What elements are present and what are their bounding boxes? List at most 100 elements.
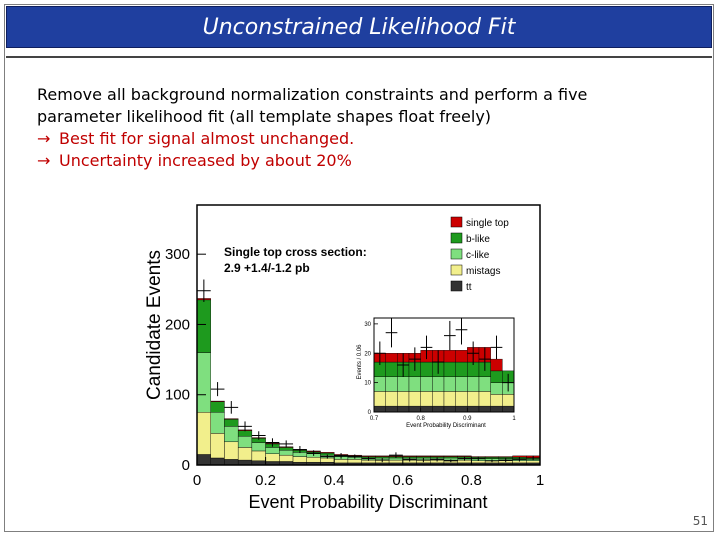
inset-bar-c-like-0 <box>373 376 386 392</box>
data-point-2 <box>224 401 239 414</box>
bar-mistags-4 <box>251 450 266 461</box>
y-tick-label-2: 200 <box>165 316 190 333</box>
inset-bar-c-like-6 <box>443 376 456 392</box>
inset-data-point-1 <box>385 318 398 348</box>
inset-bar-b-like-4 <box>420 361 433 377</box>
inset-bar-mistags-5 <box>432 391 445 407</box>
data-point-0 <box>197 279 211 302</box>
data-point-15 <box>402 457 417 462</box>
bar-single-top-17 <box>430 455 445 457</box>
data-point-11 <box>347 454 362 459</box>
inset-data-point-8 <box>467 341 479 365</box>
legend-label-c-like: c-like <box>466 250 490 261</box>
y-tick-label-1: 100 <box>165 387 190 404</box>
data-point-21 <box>485 459 499 463</box>
inset-bar-mistags-3 <box>408 391 421 407</box>
inset-bar-tt-3 <box>408 405 421 413</box>
inset-bar-c-like-4 <box>420 376 433 392</box>
legend-swatch-single-top <box>450 216 463 228</box>
inset-bar-tt-4 <box>420 405 433 413</box>
bar-b-like-13 <box>375 456 390 459</box>
data-point-12 <box>361 456 376 461</box>
bar-mistags-0 <box>196 412 211 455</box>
x-tick-label-1: 0.2 <box>255 472 276 489</box>
bar-mistags-20 <box>471 460 486 464</box>
inset-x-tick-label-1: 0.8 <box>416 416 425 422</box>
bar-single-top-12 <box>361 455 376 457</box>
bar-mistags-10 <box>334 459 349 464</box>
bar-b-like-0 <box>196 299 211 353</box>
x-tick-label-0: 0 <box>193 472 201 489</box>
inset-bar-b-like-1 <box>385 361 398 377</box>
inset-bar-mistags-7 <box>455 391 468 407</box>
inset-bar-tt-7 <box>455 405 468 413</box>
legend-swatch-b-like <box>450 232 463 244</box>
bar-single-top-16 <box>416 455 431 457</box>
bar-tt-1 <box>210 457 225 466</box>
bar-single-top-9 <box>320 452 335 454</box>
inset-bar-tt-11 <box>502 405 515 413</box>
legend-swatch-tt <box>450 280 463 292</box>
bar-c-like-3 <box>237 435 253 448</box>
data-point-4 <box>251 431 266 440</box>
bar-c-like-0 <box>196 352 211 413</box>
bar-c-like-5 <box>265 447 280 454</box>
inset-bar-tt-10 <box>490 405 503 413</box>
inset-data-point-4 <box>420 335 433 360</box>
inset-bar-c-like-10 <box>490 382 503 395</box>
inset-data-point-5 <box>432 350 444 374</box>
legend-label-b-like: b-like <box>466 234 490 245</box>
body-line-2: parameter likelihood fit (all template s… <box>37 107 492 126</box>
inset-bar-b-like-7 <box>455 361 468 377</box>
legend-label-tt: tt <box>466 282 472 293</box>
bar-mistags-5 <box>265 453 280 462</box>
data-point-16 <box>416 457 431 463</box>
inset-y-tick-label-1: 10 <box>364 381 371 387</box>
x-tick-label-3: 0.6 <box>392 472 413 489</box>
bar-mistags-6 <box>279 454 294 462</box>
inset-bar-tt-9 <box>478 405 491 413</box>
inset-bar-tt-5 <box>432 405 445 413</box>
bar-mistags-24 <box>526 460 541 464</box>
inset-bar-mistags-8 <box>467 391 480 407</box>
x-tick-label-2: 0.4 <box>324 472 345 489</box>
bar-mistags-3 <box>237 447 253 461</box>
data-point-7 <box>293 446 307 454</box>
bar-single-top-22 <box>498 456 513 458</box>
inset-x-tick-label-2: 0.9 <box>463 416 472 422</box>
bar-single-top-2 <box>224 418 239 420</box>
inset-data-point-6 <box>444 320 456 351</box>
data-point-5 <box>265 438 280 447</box>
legend-label-mistags: mistags <box>466 266 500 277</box>
bullet-2-text: Uncertainty increased by about 20% <box>59 151 352 170</box>
bar-mistags-8 <box>306 457 321 463</box>
data-point-19 <box>457 456 472 461</box>
inset-bar-c-like-9 <box>478 376 491 392</box>
data-point-14 <box>389 452 403 458</box>
x-tick-label-5: 1 <box>536 472 544 489</box>
arrow-icon: → <box>37 129 51 148</box>
data-point-9 <box>320 454 335 459</box>
legend-label-single-top: single top <box>466 218 509 229</box>
inset-data-point-3 <box>409 347 421 371</box>
inset-bar-c-like-7 <box>455 376 468 392</box>
inset-data-point-9 <box>479 347 491 371</box>
inset-bar-mistags-11 <box>502 394 515 407</box>
bar-c-like-2 <box>224 426 239 443</box>
inset-y-tick-label-2: 20 <box>364 351 371 357</box>
bullet-1: → Best fit for signal almost unchanged. <box>37 128 697 150</box>
inset-bar-mistags-10 <box>490 394 503 407</box>
data-point-1 <box>210 382 225 397</box>
bar-mistags-11 <box>347 459 362 464</box>
inset-data-point-10 <box>490 335 503 360</box>
bar-mistags-7 <box>292 456 307 463</box>
inset-data-point-7 <box>455 318 468 345</box>
inset-x-tick-label-3: 1 <box>512 416 516 422</box>
inset-bar-c-like-1 <box>385 376 398 392</box>
bar-single-top-18 <box>443 455 458 457</box>
slide-title: Unconstrained Likelihood Fit <box>202 14 516 40</box>
bullet-1-text: Best fit for signal almost unchanged. <box>59 129 355 148</box>
